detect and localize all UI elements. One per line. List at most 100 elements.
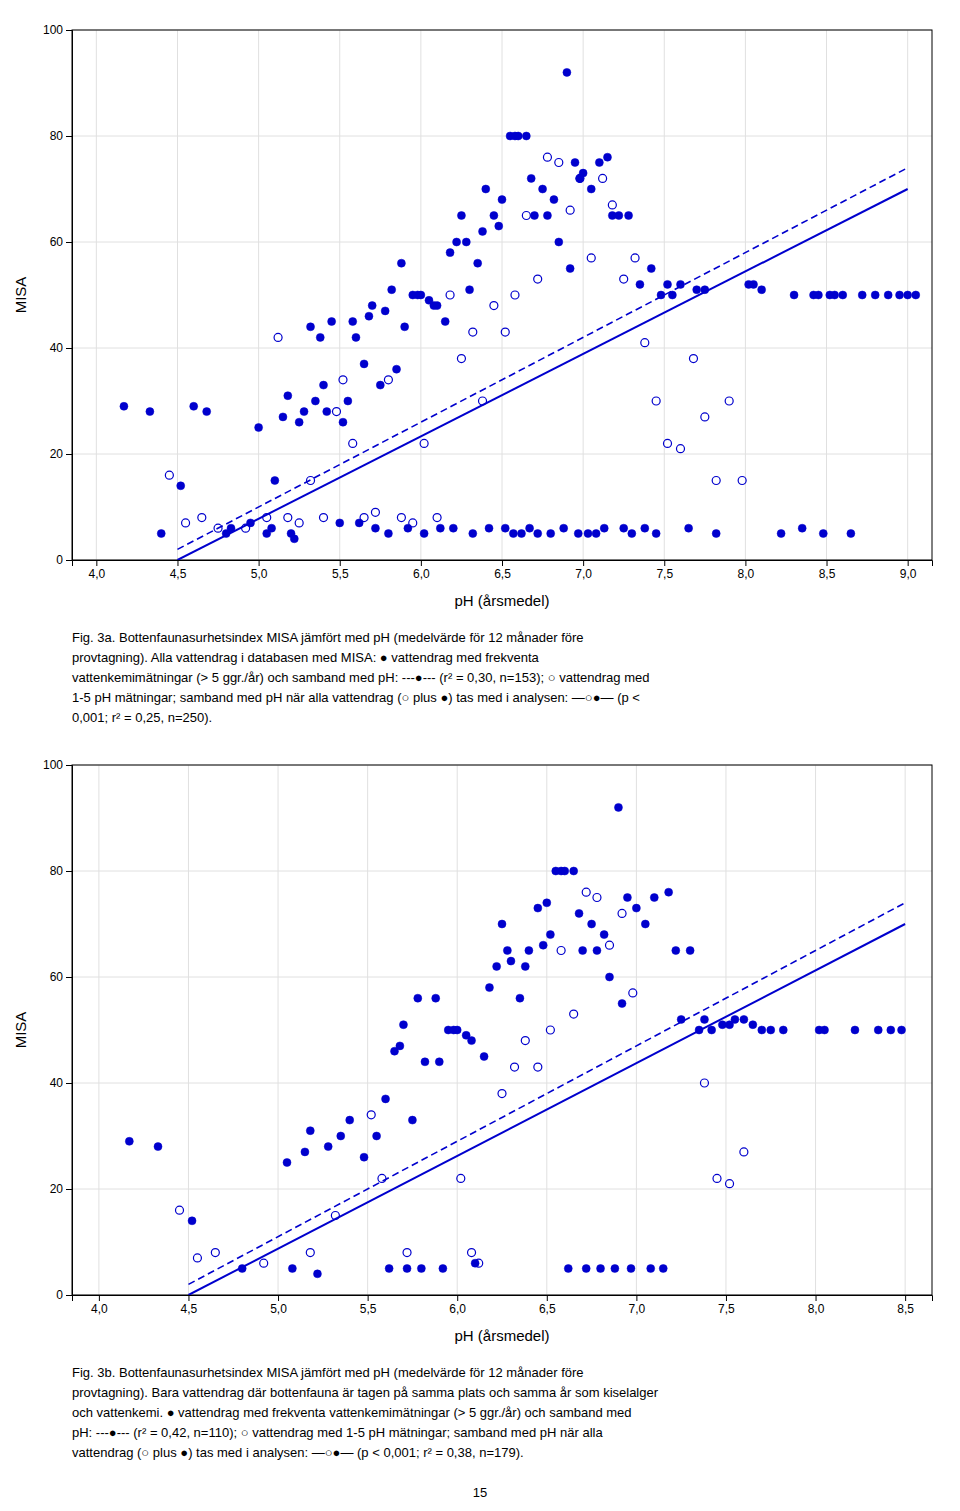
x-tick: 8,0 <box>738 560 755 581</box>
open-point <box>546 1026 554 1034</box>
open-point <box>566 206 574 214</box>
x-axis: 4,04,55,05,56,06,57,07,58,08,5 <box>73 1295 933 1316</box>
grid-line-x <box>725 765 726 1295</box>
open-point <box>339 376 347 384</box>
filled-point <box>750 280 758 288</box>
y-tick: 100 <box>43 758 72 772</box>
grid-line-x <box>177 30 178 560</box>
filled-point <box>397 259 405 267</box>
filled-point <box>433 302 441 310</box>
grid-line-y <box>72 348 932 349</box>
filled-point <box>509 530 517 538</box>
y-tick-label: 40 <box>50 341 64 355</box>
filled-point <box>408 1116 416 1124</box>
open-point <box>501 328 509 336</box>
filled-point <box>516 994 524 1002</box>
x-tick-label: 4,0 <box>91 1302 108 1316</box>
filled-point <box>417 1265 425 1273</box>
filled-point <box>462 238 470 246</box>
x-tick-label: 8,0 <box>808 1302 825 1316</box>
filled-point <box>414 994 422 1002</box>
y-tick: 60 <box>50 235 72 249</box>
x-tick: 5,0 <box>251 560 268 581</box>
grid-line-x <box>188 765 189 1295</box>
filled-point <box>758 1026 766 1034</box>
filled-point <box>417 291 425 299</box>
x-tick: 8,5 <box>819 560 836 581</box>
marks <box>120 68 920 560</box>
y-tick-label: 40 <box>50 1076 64 1090</box>
x-tick: 4,5 <box>170 560 187 581</box>
y-tick: 20 <box>50 1182 72 1196</box>
filled-point <box>539 185 547 193</box>
open-point <box>274 333 282 341</box>
open-point <box>631 254 639 262</box>
filled-point <box>271 477 279 485</box>
page: 4,04,55,05,56,06,57,07,58,08,59,00204060… <box>0 0 960 1511</box>
filled-point <box>203 408 211 416</box>
caption-line: 0,001; r² = 0,25, n=250). <box>72 710 212 725</box>
filled-point <box>527 174 535 182</box>
filled-point <box>468 1037 476 1045</box>
filled-point <box>579 947 587 955</box>
filled-point <box>884 291 892 299</box>
filled-point <box>543 212 551 220</box>
x-tick-label: 6,0 <box>449 1302 466 1316</box>
y-tick-mark <box>66 1295 72 1296</box>
open-point <box>738 477 746 485</box>
filled-point <box>686 947 694 955</box>
x-tick: 7,5 <box>718 1295 735 1316</box>
filled-point <box>295 418 303 426</box>
filled-point <box>664 280 672 288</box>
filled-point <box>641 524 649 532</box>
filled-point <box>120 402 128 410</box>
open-point <box>570 1010 578 1018</box>
filled-point <box>740 1015 748 1023</box>
filled-point <box>382 1095 390 1103</box>
filled-point <box>606 973 614 981</box>
filled-point <box>493 962 501 970</box>
open-point <box>522 212 530 220</box>
filled-point <box>582 1265 590 1273</box>
x-axis-line <box>73 561 933 567</box>
y-tick-label: 20 <box>50 447 64 461</box>
filled-point <box>446 249 454 257</box>
y-tick-label: 80 <box>50 129 64 143</box>
filled-point <box>421 1058 429 1066</box>
filled-point <box>749 1021 757 1029</box>
filled-point <box>628 530 636 538</box>
open-point <box>165 471 173 479</box>
x-tick-mark <box>502 560 503 566</box>
y-tick-mark <box>66 977 72 978</box>
filled-point <box>188 1217 196 1225</box>
x-tick-label: 7,0 <box>575 567 592 581</box>
filled-point <box>767 1026 775 1034</box>
filled-point <box>399 1021 407 1029</box>
x-tick-label: 5,0 <box>251 567 268 581</box>
filled-point <box>652 530 660 538</box>
filled-point <box>313 1270 321 1278</box>
filled-point <box>600 524 608 532</box>
filled-point <box>676 280 684 288</box>
filled-point <box>323 408 331 416</box>
filled-point <box>571 159 579 167</box>
filled-point <box>563 68 571 76</box>
open-point <box>582 888 590 896</box>
caption-line: vattenkemimätningar (> 5 ggr./år) och sa… <box>72 670 649 685</box>
y-tick-mark <box>66 1189 72 1190</box>
x-tick-mark <box>278 1295 279 1301</box>
filled-point <box>349 318 357 326</box>
grid-line-x <box>278 765 279 1295</box>
filled-point <box>623 894 631 902</box>
grid-line-y <box>72 1189 932 1190</box>
x-tick-mark <box>259 560 260 566</box>
caption: Fig. 3a. Bottenfaunasurhetsindex MISA jä… <box>72 630 649 725</box>
grid-line-y <box>72 454 932 455</box>
filled-point <box>432 994 440 1002</box>
open-point <box>349 439 357 447</box>
filled-point <box>404 524 412 532</box>
filled-point <box>790 291 798 299</box>
filled-point <box>566 265 574 273</box>
y-tick: 20 <box>50 447 72 461</box>
filled-point <box>284 392 292 400</box>
